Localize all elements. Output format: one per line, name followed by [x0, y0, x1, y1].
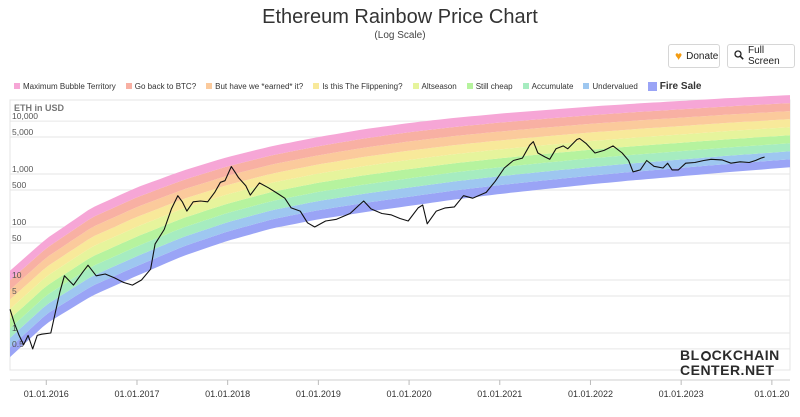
legend-swatch: [412, 83, 419, 89]
y-tick-label: 100: [12, 217, 26, 227]
legend-label: Altseason: [421, 81, 457, 91]
legend-label: Maximum Bubble Territory: [23, 81, 116, 91]
page-subtitle: (Log Scale): [374, 30, 426, 41]
x-tick-label: 01.01.2020: [387, 389, 432, 399]
donate-label: Donate: [686, 50, 719, 62]
rainbow-band: [10, 111, 790, 300]
legend-label: Still cheap: [475, 81, 513, 91]
heart-icon: ♥: [675, 49, 683, 63]
rainbow-band: [10, 159, 790, 358]
legend-swatch: [466, 83, 473, 89]
chart-legend: Maximum Bubble Territory Go back to BTC? B…: [14, 78, 794, 94]
legend-item[interactable]: Fire Sale: [647, 80, 702, 92]
x-tick-label: 01.01.20: [754, 389, 789, 399]
x-tick-label: 01.01.2018: [205, 389, 250, 399]
legend-label: Fire Sale: [659, 80, 702, 92]
y-tick-label: 500: [12, 180, 26, 190]
y-tick-label: 1: [12, 323, 17, 333]
legend-item[interactable]: Altseason: [412, 81, 457, 91]
x-tick-label: 01.01.2016: [24, 389, 69, 399]
legend-swatch: [583, 83, 590, 89]
x-tick-label: 01.01.2017: [114, 389, 159, 399]
legend-label: Go back to BTC?: [134, 81, 197, 91]
y-tick-label: 10,000: [12, 111, 38, 121]
rainbow-band: [10, 103, 790, 290]
y-tick-label: 50: [12, 233, 22, 243]
legend-item[interactable]: Is this The Flippening?: [313, 81, 403, 91]
page-title: Ethereum Rainbow Price Chart: [262, 6, 538, 28]
x-tick-label: 01.01.2023: [659, 389, 704, 399]
fullscreen-label: Full Screen: [748, 45, 780, 67]
rainbow-band: [10, 95, 790, 281]
legend-swatch: [206, 83, 213, 89]
y-tick-label: 5,000: [12, 127, 34, 137]
magnifier-icon: [734, 49, 744, 63]
fullscreen-button[interactable]: Full Screen: [727, 44, 795, 68]
y-tick-label: 10: [12, 270, 22, 280]
rainbow-band: [10, 135, 790, 329]
legend-swatch: [522, 83, 529, 89]
legend-item[interactable]: But have we *earned* it?: [206, 82, 303, 91]
rainbow-band: [10, 119, 790, 310]
y-tick-label: 0.5: [12, 339, 24, 349]
legend-label: Is this The Flippening?: [322, 81, 403, 91]
legend-label: But have we *earned* it?: [215, 81, 304, 91]
x-tick-label: 01.01.2019: [296, 389, 341, 399]
legend-item[interactable]: Still cheap: [466, 81, 513, 91]
y-tick-label: 1,000: [12, 164, 34, 174]
legend-label: Undervalued: [592, 81, 638, 91]
legend-item[interactable]: Accumulate: [522, 81, 574, 91]
legend-item[interactable]: Undervalued: [583, 81, 638, 91]
legend-swatch: [125, 83, 132, 89]
blockchaincenter-logo: BL CKCHAIN CENTER.NET: [680, 347, 780, 378]
price-line: [9, 137, 765, 350]
legend-swatch: [14, 83, 20, 89]
rainbow-band: [10, 143, 790, 338]
rainbow-band: [10, 151, 790, 348]
legend-item[interactable]: Go back to BTC?: [125, 81, 197, 91]
legend-label: Accumulate: [531, 81, 574, 91]
y-tick-label: 5: [12, 286, 17, 296]
legend-swatch: [647, 81, 657, 91]
legend-swatch: [313, 83, 320, 89]
y-axis-label: ETH in USD: [14, 103, 65, 113]
x-tick-label: 01.01.2022: [568, 389, 613, 399]
donate-button[interactable]: ♥ Donate: [668, 44, 720, 68]
x-tick-label: 01.01.2021: [477, 389, 522, 399]
legend-item[interactable]: Maximum Bubble Territory: [14, 82, 116, 91]
